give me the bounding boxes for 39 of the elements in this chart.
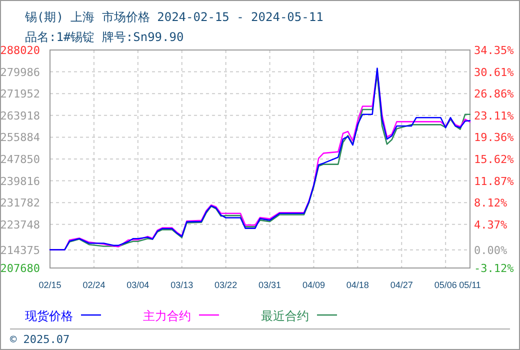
y-tick-label: 263918 — [0, 109, 40, 122]
x-tick-label: 04/18 — [346, 280, 369, 290]
y2-tick-label: 26.86% — [474, 88, 514, 101]
x-tick-label: 04/09 — [302, 280, 325, 290]
y2-tick-label: 19.36% — [474, 131, 514, 144]
x-tick-label: 03/04 — [126, 280, 150, 290]
y-tick-label: 255884 — [0, 131, 40, 144]
x-tick-label: 03/22 — [214, 280, 238, 290]
y2-tick-label: 15.62% — [474, 152, 514, 166]
y-tick-label: 214375 — [0, 244, 40, 257]
x-tick-label: 02/24 — [82, 280, 106, 290]
legend-label: 现货价格 — [25, 309, 73, 323]
y2-tick-label: 30.61% — [474, 66, 514, 79]
y2-tick-label: 34.35% — [474, 44, 514, 57]
chart-title: 锡(期) 上海 市场价格 2024-02-15 - 2024-05-11 — [24, 10, 324, 24]
y-tick-label: 271952 — [0, 88, 40, 101]
chart-subtitle: 品名:1#锡锭 牌号:Sn99.90 — [25, 30, 184, 44]
y2-tick-label: 23.11% — [474, 109, 514, 122]
y-tick-label: 207680 — [0, 262, 40, 275]
x-tick-label: 03/13 — [170, 280, 194, 290]
y2-tick-label: 0.00% — [474, 244, 508, 257]
y2-tick-label: 8.12% — [474, 196, 508, 210]
y2-tick-label: -3.12% — [474, 262, 514, 275]
x-tick-label: 05/11 — [459, 280, 481, 290]
y-tick-label: 279986 — [0, 66, 40, 79]
legend-label: 最近合约 — [261, 309, 309, 323]
x-tick-label: 04/27 — [390, 280, 413, 290]
text: © 2025.07 — [10, 333, 70, 346]
y2-tick-label: 11.87% — [474, 174, 514, 188]
x-tick-label: 03/31 — [258, 280, 282, 290]
y-tick-label: 239816 — [0, 174, 40, 188]
y2-tick-label: 4.37% — [474, 218, 508, 232]
x-tick-label: 02/15 — [38, 280, 62, 290]
x-tick-label: 05/06 — [434, 280, 457, 290]
y-tick-label: 231782 — [0, 196, 40, 210]
y-tick-label: 288020 — [0, 44, 40, 57]
y-tick-label: 223748 — [0, 218, 40, 232]
y-tick-label: 247850 — [0, 153, 40, 166]
legend-label: 主力合约 — [143, 309, 191, 323]
